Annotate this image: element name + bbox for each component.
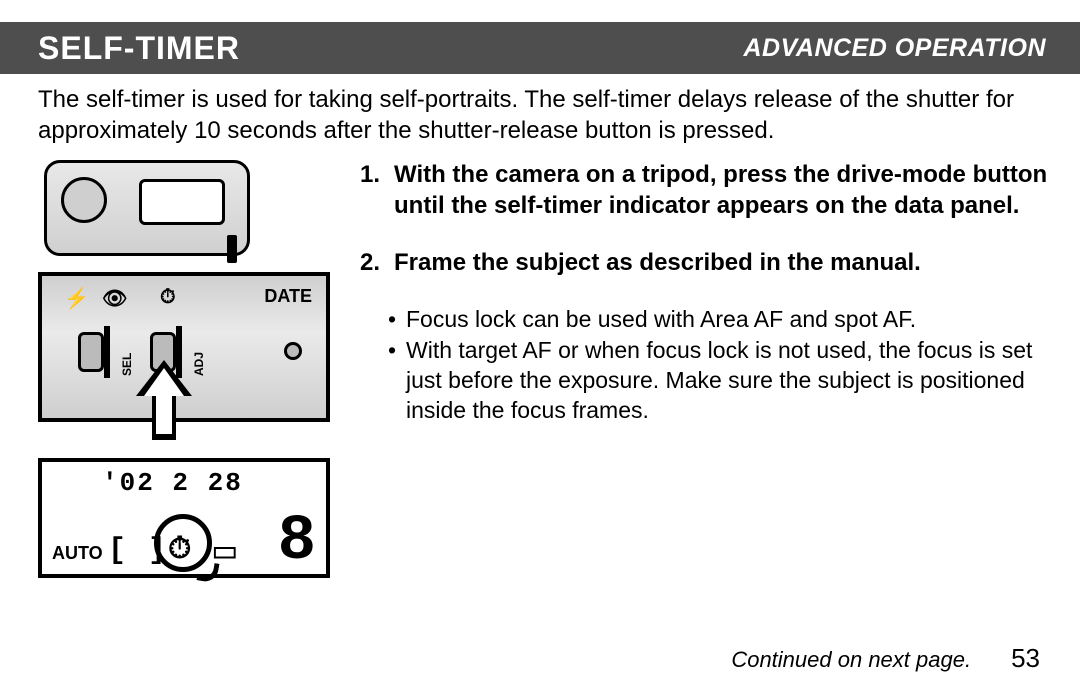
divider (104, 326, 110, 378)
lcd-auto-label: AUTO (52, 543, 103, 564)
page-footer: Continued on next page. 53 (731, 643, 1040, 674)
step-1-text: With the camera on a tripod, press the d… (394, 160, 1050, 221)
step-1-number: 1. (360, 160, 384, 221)
sel-label: SEL (120, 353, 134, 376)
steps-column: 1. With the camera on a tripod, press th… (360, 160, 1050, 578)
redeye-icon: 👁 (102, 286, 127, 311)
data-panel-lcd-illustration: '02 2 28 AUTO [ ]⏱ ▭ 8 (38, 458, 330, 578)
date-button (284, 342, 302, 360)
illustration-column: ⚡ 👁 ⏱ DATE SEL ADJ '02 2 28 AUTO [ ]⏱ ▭ (38, 160, 338, 578)
lcd-frame-counter: 8 (278, 506, 316, 578)
camera-strap-lug (227, 235, 237, 263)
lcd-date-readout: '02 2 28 (102, 468, 243, 498)
panel-button-1 (78, 332, 104, 372)
intro-paragraph: The self-timer is used for taking self-p… (0, 74, 1080, 160)
step-2-bullets: Focus lock can be used with Area AF and … (360, 305, 1050, 427)
drive-mode-panel-illustration: ⚡ 👁 ⏱ DATE SEL ADJ (38, 272, 330, 422)
camera-top-illustration (44, 160, 250, 256)
adj-label: ADJ (192, 352, 206, 376)
step-2-text: Frame the subject as described in the ma… (394, 248, 921, 279)
step-2: 2. Frame the subject as described in the… (360, 248, 1050, 279)
step-2-number: 2. (360, 248, 384, 279)
highlight-circle-tail (196, 561, 219, 584)
date-label: DATE (264, 286, 312, 307)
step-1: 1. With the camera on a tripod, press th… (360, 160, 1050, 221)
section-subtitle: ADVANCED OPERATION (743, 34, 1046, 63)
bullet-1: Focus lock can be used with Area AF and … (388, 305, 1050, 335)
timer-icon: ⏱ (160, 286, 176, 309)
manual-page: SELF-TIMER ADVANCED OPERATION The self-t… (0, 22, 1080, 688)
bullet-2: With target AF or when focus lock is not… (388, 336, 1050, 426)
continued-label: Continued on next page. (731, 647, 971, 673)
page-number: 53 (1011, 643, 1040, 674)
press-arrow-icon (136, 360, 192, 440)
flash-icon: ⚡ (64, 286, 89, 311)
page-title: SELF-TIMER (38, 30, 240, 67)
content-row: ⚡ 👁 ⏱ DATE SEL ADJ '02 2 28 AUTO [ ]⏱ ▭ (0, 160, 1080, 578)
header-bar: SELF-TIMER ADVANCED OPERATION (0, 22, 1080, 74)
